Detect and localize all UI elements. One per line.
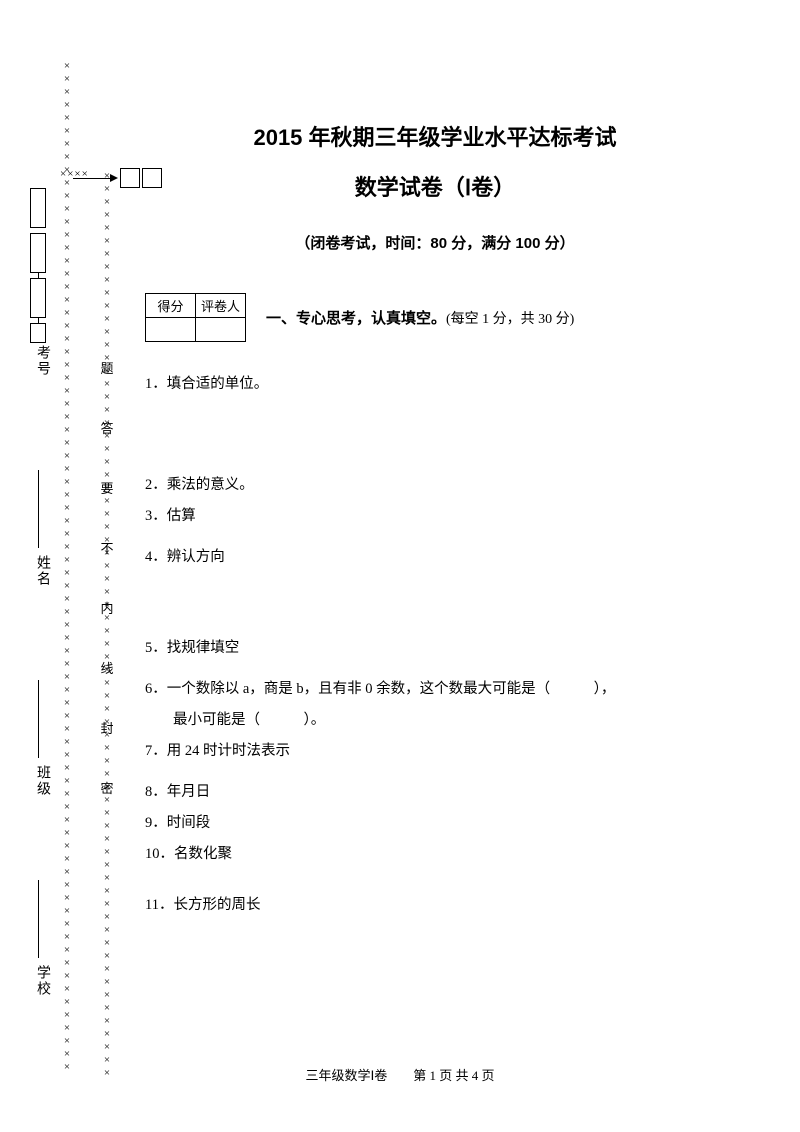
q3: 3．估算 <box>145 502 725 531</box>
seal-char-0: 题 <box>99 360 115 378</box>
score-row: 得分 评卷人 一、专心思考，认真填空。(每空 1 分，共 30 分) <box>145 293 725 342</box>
section-1-heading: 一、专心思考，认真填空。(每空 1 分，共 30 分) <box>266 307 574 328</box>
label-school: 学校 <box>32 965 52 997</box>
seal-char-2: 要 <box>99 480 115 498</box>
arrow-head-icon <box>110 174 118 182</box>
score-cell-score <box>146 318 196 342</box>
x-border-inner: ××××××××××××××××××××××××××××××××××××××××… <box>100 170 114 1070</box>
page-title-2: 数学试卷（Ⅰ卷） <box>145 170 725 202</box>
exam-info: （闭卷考试，时间：80 分，满分 100 分） <box>145 232 725 253</box>
side-box-4 <box>30 323 46 343</box>
q4: 4．辨认方向 <box>145 543 725 572</box>
gap-1 <box>145 401 725 471</box>
gap-3 <box>145 533 725 543</box>
line-school <box>38 880 39 958</box>
side-box-3 <box>30 278 46 318</box>
score-header-score: 得分 <box>146 294 196 318</box>
q6a: 6．一个数除以 a，商是 b，且有非 0 余数，这个数最大可能是（ ）， <box>145 675 725 704</box>
label-exam-no: 考号 <box>32 345 52 377</box>
section-1-note: (每空 1 分，共 30 分) <box>446 312 574 327</box>
exam-page: ××××××××××××××××××××××××××××××××××××××××… <box>0 0 800 1132</box>
x-border-outer: ××××××××××××××××××××××××××××××××××××××××… <box>60 60 74 1070</box>
label-class: 班级 <box>32 765 52 797</box>
seal-char-7: 密 <box>99 780 115 798</box>
side-box-1 <box>30 188 46 228</box>
page-title-1: 2015 年秋期三年级学业水平达标考试 <box>145 120 725 152</box>
gap-4 <box>145 574 725 634</box>
q10: 10．名数化聚 <box>145 840 725 869</box>
q9: 9．时间段 <box>145 809 725 838</box>
gap-5 <box>145 665 725 675</box>
label-name: 姓名 <box>32 555 52 587</box>
section-1-label: 一、专心思考，认真填空。 <box>266 310 446 327</box>
seal-char-5: 线 <box>99 660 115 678</box>
q1: 1．填合适的单位。 <box>145 370 725 399</box>
gap-10 <box>145 871 725 891</box>
score-header-grader: 评卷人 <box>196 294 246 318</box>
arrow-line <box>73 178 111 179</box>
score-table: 得分 评卷人 <box>145 293 246 342</box>
side-box-2 <box>30 233 46 273</box>
line-class <box>38 680 39 758</box>
line-name <box>38 470 39 548</box>
q7: 7．用 24 时计时法表示 <box>145 737 725 766</box>
seal-char-1: 答 <box>99 420 115 438</box>
q6b: 最小可能是（ ）。 <box>145 706 725 735</box>
content-area: 2015 年秋期三年级学业水平达标考试 数学试卷（Ⅰ卷） （闭卷考试，时间：80… <box>145 120 725 922</box>
gap-7 <box>145 768 725 778</box>
seal-char-3: 不 <box>99 540 115 558</box>
q2: 2．乘法的意义。 <box>145 471 725 500</box>
q11: 11．长方形的周长 <box>145 891 725 920</box>
page-footer: 三年级数学Ⅰ卷 第 1 页 共 4 页 <box>0 1065 800 1084</box>
question-list: 1．填合适的单位。 2．乘法的意义。 3．估算 4．辨认方向 5．找规律填空 6… <box>145 370 725 920</box>
q5: 5．找规律填空 <box>145 634 725 663</box>
seal-char-6: 封 <box>99 720 115 738</box>
q8: 8．年月日 <box>145 778 725 807</box>
seal-char-4: 内 <box>99 600 115 618</box>
score-cell-grader <box>196 318 246 342</box>
top-box-1 <box>120 168 140 188</box>
